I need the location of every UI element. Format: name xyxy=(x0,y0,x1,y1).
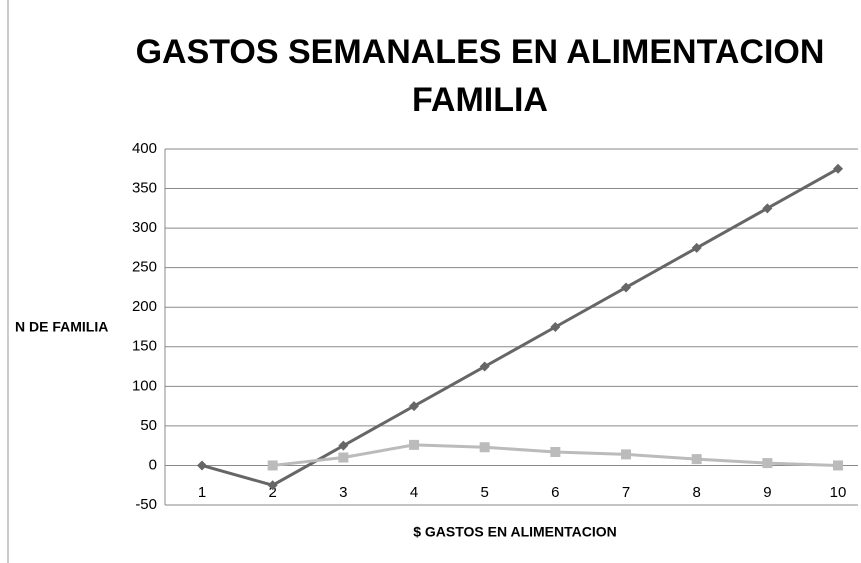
y-tick-label: 200 xyxy=(132,298,157,315)
x-tick-label: 8 xyxy=(693,484,701,501)
point xyxy=(267,460,278,471)
x-tick-label: 10 xyxy=(830,484,847,501)
point xyxy=(338,452,349,463)
y-tick-label: 50 xyxy=(140,417,157,434)
point xyxy=(267,480,278,491)
x-tick-label: 4 xyxy=(410,484,418,501)
y-tick-label: 0 xyxy=(149,456,157,473)
point xyxy=(762,458,773,469)
chart-title: GASTOS SEMANALES EN ALIMENTACION FAMILIA xyxy=(135,33,825,119)
y-tick-label: 400 xyxy=(132,140,157,157)
x-tick-label: 9 xyxy=(763,484,771,501)
point xyxy=(550,322,561,332)
point xyxy=(479,442,490,453)
x-tick-label: 1 xyxy=(198,484,206,501)
point xyxy=(833,460,844,471)
x-tick-label: 7 xyxy=(622,484,630,501)
point xyxy=(621,449,632,460)
x-tick-label: 6 xyxy=(551,484,559,501)
point xyxy=(691,454,702,465)
y-tick-label: 300 xyxy=(132,219,157,236)
point xyxy=(833,163,844,174)
point xyxy=(621,282,632,293)
x-tick-label: 3 xyxy=(339,484,347,501)
point xyxy=(197,460,207,471)
series-line xyxy=(201,167,839,487)
y-tick-label: 100 xyxy=(132,377,157,394)
point xyxy=(338,440,349,451)
point xyxy=(479,361,490,372)
x-tick-label: 5 xyxy=(481,484,489,501)
point xyxy=(762,203,773,214)
point xyxy=(550,446,561,457)
y-tick-label: 150 xyxy=(132,338,157,355)
x-axis-label: $ GASTOS EN ALIMENTACION xyxy=(413,524,617,540)
point xyxy=(691,242,702,253)
point xyxy=(409,401,420,412)
point xyxy=(409,439,420,450)
x-tick-label: 2 xyxy=(268,484,276,501)
y-axis-label: N DE FAMILIA xyxy=(15,319,108,335)
y-tick-label: 350 xyxy=(132,180,157,197)
y-tick-label: 250 xyxy=(132,259,157,276)
y-tick-label: -50 xyxy=(135,496,157,513)
